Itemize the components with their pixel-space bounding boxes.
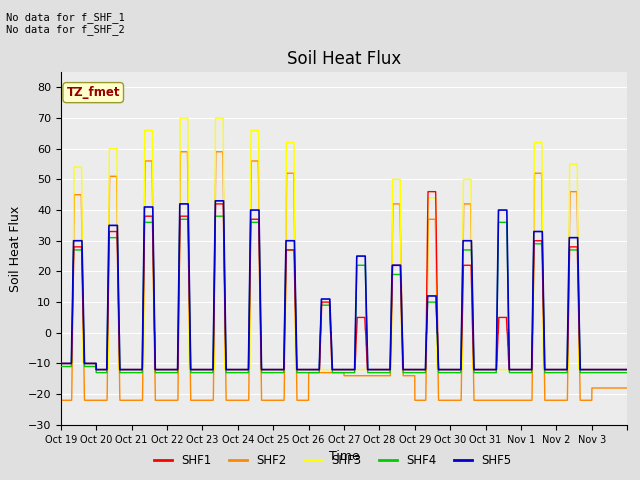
SHF1 (623, 367, 631, 372)
SHF3 (57, 360, 65, 366)
SHF2 (57, 397, 65, 403)
Text: No data for f_SHF_1: No data for f_SHF_1 (6, 12, 125, 23)
SHF4 (365, 370, 373, 375)
SHF2 (623, 385, 631, 391)
SHF3 (92, 367, 100, 372)
SHF5 (92, 367, 100, 372)
SHF1 (542, 367, 550, 372)
SHF4 (57, 364, 65, 370)
Text: TZ_fmet: TZ_fmet (67, 86, 120, 99)
SHF2 (365, 373, 373, 379)
SHF3 (396, 177, 403, 182)
SHF5 (500, 207, 508, 213)
SHF2 (177, 149, 184, 155)
SHF5 (211, 198, 219, 204)
SHF4 (527, 370, 535, 375)
SHF2 (527, 397, 535, 403)
SHF4 (211, 213, 219, 219)
X-axis label: Time: Time (328, 450, 360, 463)
Title: Soil Heat Flux: Soil Heat Flux (287, 49, 401, 68)
SHF3 (175, 367, 182, 372)
SHF5 (57, 360, 65, 366)
SHF4 (175, 318, 182, 324)
SHF3 (365, 367, 373, 372)
SHF1 (92, 367, 100, 372)
SHF2 (542, 397, 550, 403)
Text: No data for f_SHF_2: No data for f_SHF_2 (6, 24, 125, 35)
SHF5 (175, 312, 182, 317)
SHF2 (396, 201, 403, 207)
SHF1 (396, 263, 403, 268)
SHF3 (527, 367, 535, 372)
SHF3 (542, 367, 550, 372)
SHF2 (174, 370, 182, 375)
SHF4 (542, 370, 550, 375)
Line: SHF5: SHF5 (61, 201, 627, 370)
SHF5 (623, 367, 631, 372)
SHF1 (175, 339, 182, 345)
SHF5 (527, 367, 535, 372)
SHF4 (396, 272, 403, 277)
Legend: SHF1, SHF2, SHF3, SHF4, SHF5: SHF1, SHF2, SHF3, SHF4, SHF5 (149, 449, 516, 472)
SHF4 (623, 370, 631, 375)
SHF1 (500, 314, 508, 320)
SHF1 (527, 367, 535, 372)
Line: SHF3: SHF3 (61, 118, 627, 370)
SHF1 (57, 360, 65, 366)
SHF3 (177, 115, 184, 121)
Line: SHF4: SHF4 (61, 216, 627, 372)
SHF3 (500, 367, 508, 372)
Y-axis label: Soil Heat Flux: Soil Heat Flux (9, 205, 22, 291)
SHF5 (396, 263, 403, 268)
SHF5 (365, 367, 373, 372)
SHF4 (92, 370, 100, 375)
Line: SHF1: SHF1 (61, 192, 627, 370)
Line: SHF2: SHF2 (61, 152, 627, 400)
SHF4 (500, 219, 508, 225)
SHF1 (424, 189, 432, 194)
SHF5 (542, 367, 550, 372)
SHF2 (500, 397, 508, 403)
SHF3 (623, 367, 631, 372)
SHF1 (365, 367, 373, 372)
